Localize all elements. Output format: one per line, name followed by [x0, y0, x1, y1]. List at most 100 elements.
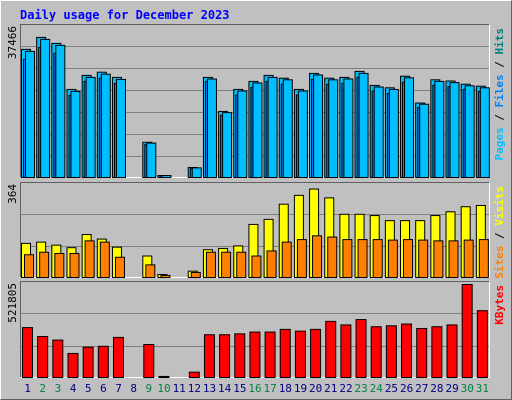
bar-pages-day-19	[297, 90, 308, 178]
bar-sites-day-24	[372, 239, 383, 278]
x-tick-label-day-3: 3	[55, 382, 62, 395]
bar-pages-day-26	[404, 77, 415, 178]
x-tick-label-day-10: 10	[157, 382, 170, 395]
bar-pages-day-23	[358, 72, 369, 178]
bar-sites-day-9	[145, 264, 156, 279]
bar-kbytes-day-29	[446, 324, 458, 378]
bar-sites-day-7	[114, 256, 125, 278]
x-tick-label-day-11: 11	[173, 382, 186, 395]
x-tick-label-day-2: 2	[39, 382, 46, 395]
x-tick-label-day-24: 24	[370, 382, 384, 395]
bar-sites-day-13	[205, 251, 216, 279]
bar-pages-day-16	[252, 82, 263, 178]
bar-pages-day-22	[343, 78, 354, 178]
bar-sites-day-6	[99, 241, 110, 279]
bar-kbytes-day-19	[294, 330, 306, 379]
bar-kbytes-day-14	[219, 334, 231, 379]
x-tick-label-day-27: 27	[415, 382, 428, 395]
x-tick-label-day-17: 17	[264, 382, 277, 395]
x-tick-label-day-20: 20	[309, 382, 322, 395]
panel-top-legend: Pages / Files / Hits	[493, 28, 506, 161]
bar-sites-day-26	[403, 239, 414, 278]
bar-sites-day-23	[357, 239, 368, 278]
bar-sites-day-12	[190, 271, 201, 279]
bar-pages-day-10	[161, 175, 172, 179]
x-tick-label-day-26: 26	[400, 382, 413, 395]
bar-kbytes-day-20	[310, 328, 322, 378]
legend-entry: /	[493, 55, 506, 75]
x-tick-label-day-8: 8	[130, 382, 137, 395]
bar-pages-day-1	[25, 50, 35, 178]
bar-kbytes-day-28	[431, 326, 443, 379]
bar-sites-day-15	[236, 251, 247, 279]
bar-pages-day-9	[146, 142, 157, 179]
legend-entry: /	[493, 108, 506, 128]
x-tick-label-day-5: 5	[85, 382, 92, 395]
bar-pages-day-4	[70, 90, 81, 178]
bar-sites-day-27	[418, 239, 429, 278]
bar-kbytes-day-18	[279, 328, 291, 378]
bar-pages-day-20	[313, 74, 324, 178]
bar-pages-day-29	[449, 82, 460, 178]
bar-pages-day-28	[434, 80, 445, 178]
bar-kbytes-day-3	[52, 339, 64, 379]
x-tick-label-day-16: 16	[248, 382, 261, 395]
panel-middle-border-dark	[20, 182, 490, 278]
bar-pages-day-15	[237, 90, 248, 178]
bar-pages-day-21	[328, 79, 339, 178]
bar-kbytes-day-12	[188, 371, 200, 378]
bar-kbytes-day-24	[370, 326, 382, 379]
bar-pages-day-3	[55, 44, 66, 178]
bar-pages-day-7	[115, 78, 126, 178]
bar-pages-day-5	[85, 76, 96, 178]
panel-top-border-dark	[20, 24, 490, 178]
legend-entry: KBytes	[493, 285, 506, 325]
bar-pages-day-30	[464, 85, 475, 178]
bar-pages-day-12	[191, 167, 202, 178]
legend-entry: Pages	[493, 127, 506, 160]
bar-pages-day-17	[267, 76, 278, 178]
bar-pages-day-13	[206, 78, 217, 178]
bar-sites-day-5	[84, 240, 95, 279]
bar-kbytes-day-1	[22, 327, 33, 379]
bar-sites-day-16	[251, 255, 262, 278]
bar-kbytes-day-5	[82, 346, 94, 378]
legend-entry: Files	[493, 74, 506, 107]
bar-sites-day-3	[54, 252, 65, 279]
panel-bottom-legend: KBytes	[493, 285, 506, 325]
x-tick-label-day-30: 30	[461, 382, 474, 395]
bar-sites-day-14	[221, 251, 232, 279]
panel-middle-ymax-label: 364	[6, 184, 19, 204]
x-tick-label-day-14: 14	[218, 382, 232, 395]
bar-sites-day-25	[387, 239, 398, 278]
bar-kbytes-day-10	[158, 375, 170, 378]
legend-entry: Hits	[493, 28, 506, 55]
bar-kbytes-day-17	[264, 331, 276, 379]
x-tick-label-day-6: 6	[100, 382, 107, 395]
bar-sites-day-17	[266, 250, 277, 278]
x-tick-label-day-28: 28	[430, 382, 443, 395]
x-tick-label-day-12: 12	[188, 382, 201, 395]
bar-kbytes-day-26	[401, 323, 413, 378]
bar-sites-day-20	[312, 235, 323, 279]
x-tick-label-day-18: 18	[279, 382, 292, 395]
bar-sites-day-22	[342, 239, 353, 278]
x-tick-label-day-23: 23	[355, 382, 368, 395]
legend-entry: Sites	[493, 246, 506, 279]
panel-middle-legend: Sites / Visits	[493, 186, 506, 279]
x-tick-label-day-7: 7	[115, 382, 122, 395]
legend-entry: Visits	[493, 186, 506, 226]
bar-pages-day-31	[479, 87, 490, 178]
panel-top-ymax-label: 37466	[6, 26, 19, 59]
x-tick-label-day-1: 1	[24, 382, 31, 395]
panel-bottom-border-light	[20, 281, 490, 378]
x-tick-label-day-25: 25	[385, 382, 398, 395]
bar-kbytes-day-15	[234, 333, 246, 378]
bar-kbytes-day-23	[355, 319, 367, 378]
bar-kbytes-day-21	[325, 320, 337, 378]
bar-sites-day-21	[327, 236, 338, 278]
bar-pages-day-24	[373, 86, 384, 178]
